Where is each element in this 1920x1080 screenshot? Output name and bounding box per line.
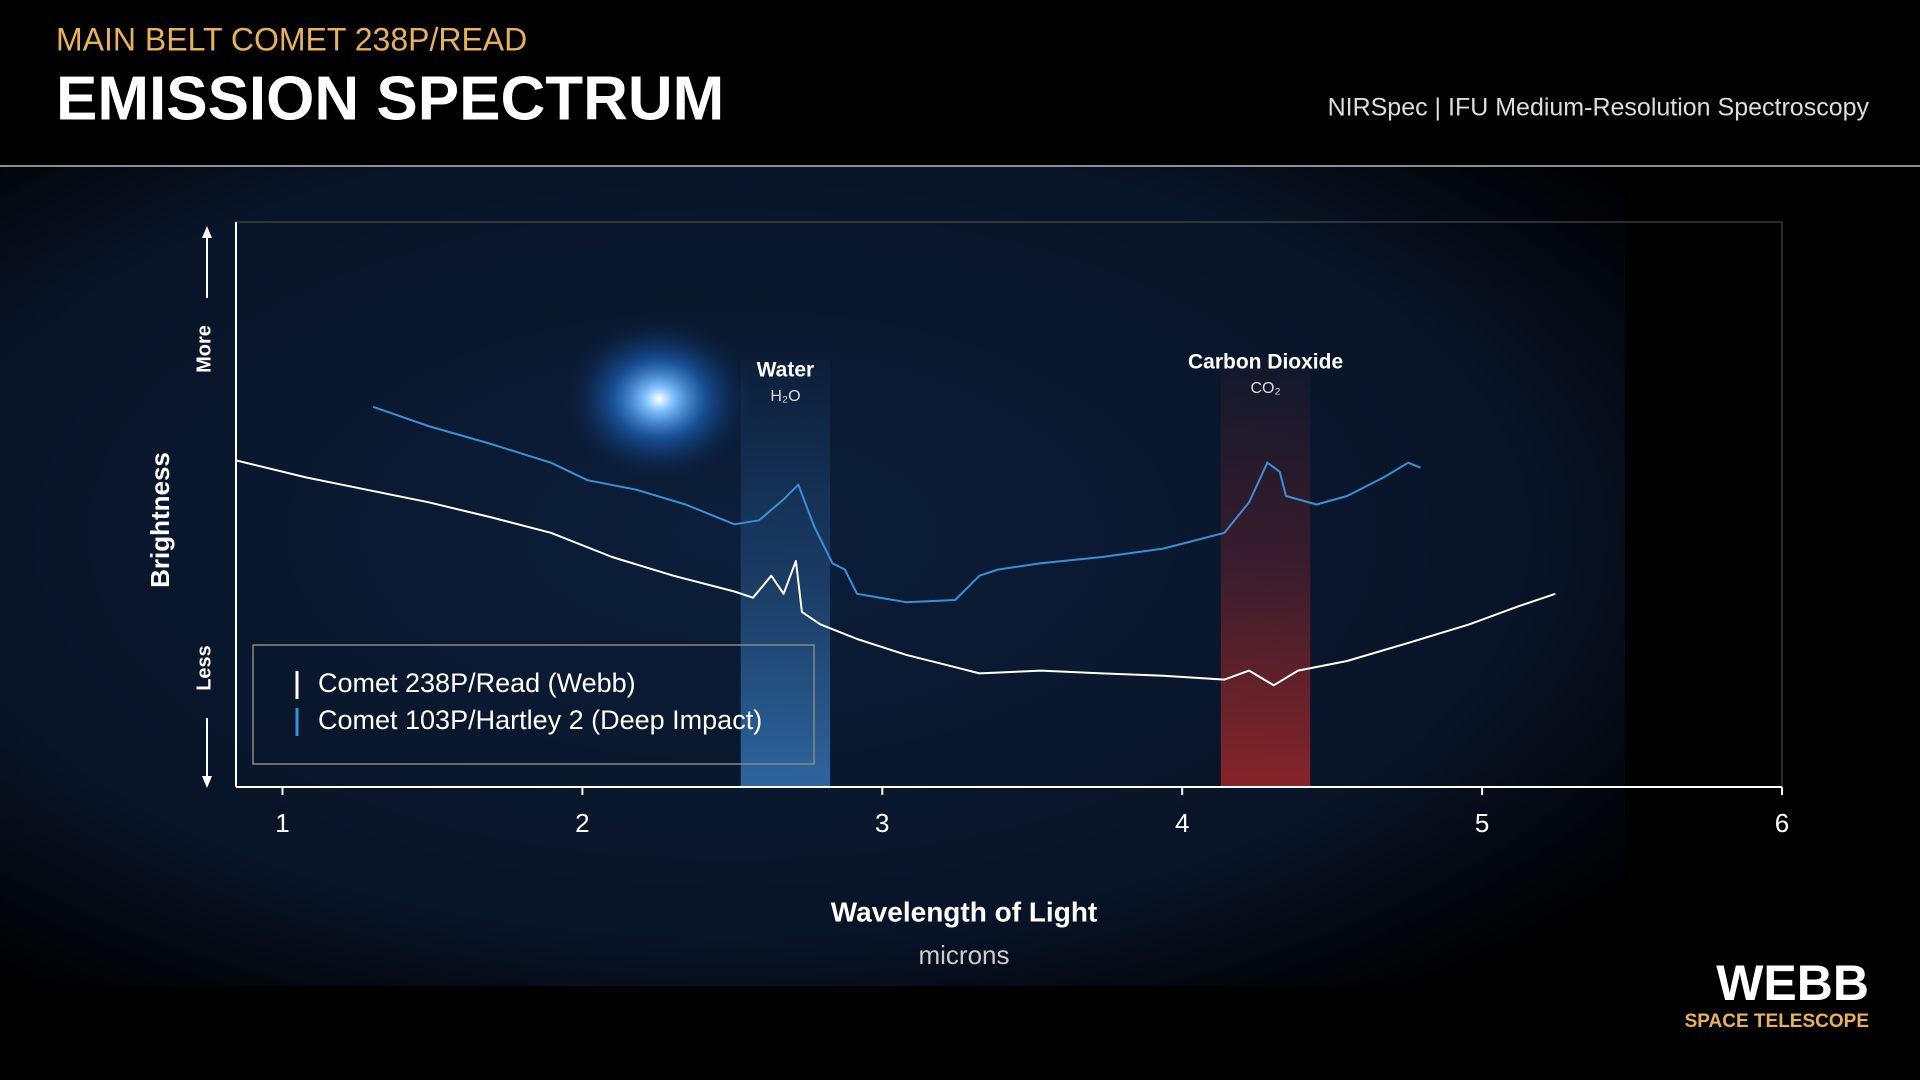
subtitle: MAIN BELT COMET 238P/READ <box>56 21 527 57</box>
series-line <box>372 405 1421 604</box>
x-tick-label: 4 <box>1175 808 1189 838</box>
y-low-label: Less <box>193 645 215 691</box>
title: EMISSION SPECTRUM <box>56 64 724 133</box>
legend-label: Comet 238P/Read (Webb) <box>318 668 636 698</box>
band-label: Water <box>757 359 815 382</box>
comet-image <box>564 319 754 479</box>
x-axis-unit: microns <box>918 940 1009 970</box>
legend-label: Comet 103P/Hartley 2 (Deep Impact) <box>318 705 762 735</box>
x-tick-label: 5 <box>1475 808 1489 838</box>
band-label: Carbon Dioxide <box>1188 351 1343 374</box>
legend-box <box>252 644 815 765</box>
logo: WEBB <box>1716 955 1869 1011</box>
x-tick-label: 3 <box>875 808 889 838</box>
arrow-down-head <box>202 776 212 788</box>
y-high-label: More <box>193 325 215 373</box>
band-sublabel: CO₂ <box>1250 380 1280 397</box>
x-axis-label: Wavelength of Light <box>831 896 1098 927</box>
band <box>1220 360 1311 787</box>
band-sublabel: H₂O <box>770 388 800 405</box>
y-axis-label: Brightness <box>145 452 175 588</box>
instrument: NIRSpec | IFU Medium-Resolution Spectros… <box>1328 94 1870 122</box>
arrow-up-head <box>202 226 212 238</box>
logo-subtitle: SPACE TELESCOPE <box>1685 1011 1869 1032</box>
series-line <box>235 459 1556 687</box>
x-tick-label: 1 <box>275 808 289 838</box>
plot-area: Water H₂O Carbon Dioxide CO₂ 1 2 3 4 5 6 Comet 238… <box>235 221 1789 838</box>
x-tick-label: 2 <box>575 808 589 838</box>
band <box>740 360 831 787</box>
x-tick-label: 6 <box>1775 808 1789 838</box>
